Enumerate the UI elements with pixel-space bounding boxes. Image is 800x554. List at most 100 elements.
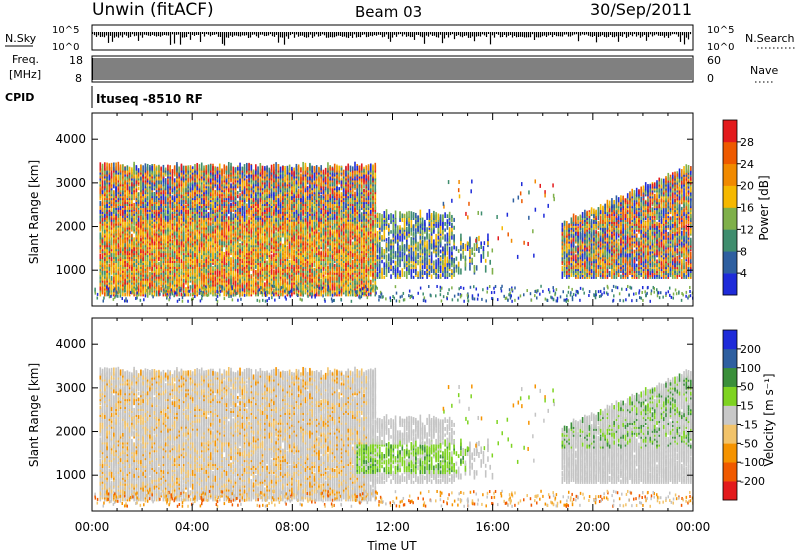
power-pixel bbox=[113, 162, 115, 171]
power-pixel bbox=[124, 166, 126, 171]
power-pixel bbox=[257, 269, 259, 273]
power-pixel bbox=[140, 219, 142, 226]
power-pixel bbox=[221, 192, 223, 197]
power-pixel bbox=[243, 239, 246, 244]
power-pixel bbox=[234, 182, 237, 187]
power-pixel bbox=[200, 231, 203, 238]
power-pixel bbox=[275, 278, 277, 285]
power-pixel bbox=[128, 203, 131, 210]
power-pixel bbox=[241, 214, 244, 224]
power-pixel bbox=[137, 192, 140, 197]
power-pixel bbox=[108, 264, 111, 271]
power-pixel bbox=[149, 255, 151, 260]
power-pixel bbox=[246, 243, 248, 248]
power-pixel bbox=[176, 238, 178, 244]
power-pixel bbox=[255, 270, 257, 275]
power-pixel bbox=[236, 206, 239, 210]
power-pixel bbox=[131, 258, 133, 265]
power-pixel bbox=[164, 271, 167, 275]
power-pixel bbox=[196, 170, 199, 179]
power-pixel bbox=[140, 239, 142, 244]
power-pixel bbox=[275, 265, 277, 269]
power-pixel bbox=[176, 196, 178, 203]
power-pixel bbox=[255, 206, 257, 212]
power-pixel bbox=[252, 202, 255, 207]
power-pixel bbox=[142, 250, 144, 258]
power-pixel bbox=[216, 176, 219, 181]
power-pixel bbox=[270, 240, 273, 244]
power-pixel bbox=[167, 186, 169, 193]
nsearch-label: N.Search bbox=[745, 32, 795, 45]
power-pixel bbox=[117, 231, 120, 236]
power-pixel bbox=[158, 186, 160, 191]
power-pixel bbox=[110, 173, 113, 179]
power-pixel bbox=[209, 164, 212, 171]
power-pixel bbox=[133, 179, 135, 185]
power-pixel bbox=[110, 231, 113, 236]
power-pixel bbox=[216, 178, 219, 183]
power-pixel bbox=[178, 194, 180, 199]
power-pixel bbox=[158, 229, 160, 234]
power-pixel bbox=[261, 197, 264, 205]
power-pixel bbox=[259, 290, 262, 295]
power-pixel bbox=[189, 196, 192, 201]
power-pixel bbox=[227, 179, 230, 183]
power-pixel bbox=[230, 267, 232, 271]
power-pixel bbox=[180, 292, 183, 297]
power-pixel bbox=[110, 167, 113, 175]
power-pixel bbox=[225, 266, 228, 271]
power-pixel bbox=[117, 255, 120, 260]
power-pixel bbox=[216, 180, 219, 185]
power-pixel bbox=[268, 181, 271, 189]
power-pixel bbox=[255, 237, 257, 244]
power-pixel bbox=[162, 209, 165, 216]
nsky-tick-bottom-left: 10^0 bbox=[52, 42, 79, 53]
power-pixel bbox=[171, 196, 174, 201]
power-pixel bbox=[218, 259, 221, 267]
power-pixel bbox=[133, 192, 135, 201]
power-pixel bbox=[151, 279, 153, 285]
power-pixel bbox=[158, 261, 160, 265]
power-pixel bbox=[133, 161, 135, 171]
power-pixel bbox=[191, 286, 194, 293]
power-pixel bbox=[203, 186, 205, 191]
power-pixel bbox=[128, 183, 131, 187]
power-pixel bbox=[225, 281, 228, 285]
power-pixel bbox=[151, 180, 153, 185]
power-pixel bbox=[176, 250, 178, 256]
power-pixel bbox=[243, 284, 246, 289]
power-pixel bbox=[104, 217, 106, 222]
freq-label: Freq. bbox=[12, 53, 39, 66]
power-pixel bbox=[117, 182, 120, 187]
power-pixel bbox=[223, 200, 226, 205]
power-pixel bbox=[180, 259, 183, 263]
power-pixel bbox=[155, 247, 158, 254]
power-pixel bbox=[198, 195, 201, 203]
power-pixel bbox=[185, 233, 187, 238]
power-pixel bbox=[212, 192, 214, 197]
power-pixel bbox=[126, 187, 129, 195]
power-pixel bbox=[264, 166, 266, 171]
power-pixel bbox=[108, 163, 111, 171]
freq-tick-bottom: 8 bbox=[75, 72, 82, 85]
power-pixel bbox=[117, 257, 120, 262]
power-pixel bbox=[155, 218, 158, 222]
power-pixel bbox=[239, 200, 241, 205]
power-pixel bbox=[187, 183, 190, 187]
power-pixel bbox=[266, 286, 268, 291]
power-pixel bbox=[266, 265, 268, 269]
power-pixel bbox=[140, 196, 142, 205]
power-pixel bbox=[207, 279, 210, 283]
power-pixel bbox=[119, 204, 122, 210]
power-pixel bbox=[257, 189, 259, 193]
power-pixel bbox=[243, 278, 246, 283]
power-pixel bbox=[149, 265, 151, 269]
power-pixel bbox=[99, 263, 102, 267]
power-pixel bbox=[198, 184, 201, 189]
power-pixel bbox=[187, 172, 190, 177]
power-pixel bbox=[140, 237, 142, 242]
power-pixel bbox=[131, 209, 133, 216]
power-pixel bbox=[268, 233, 271, 238]
power-pixel bbox=[182, 248, 185, 252]
power-pixel bbox=[124, 175, 126, 181]
